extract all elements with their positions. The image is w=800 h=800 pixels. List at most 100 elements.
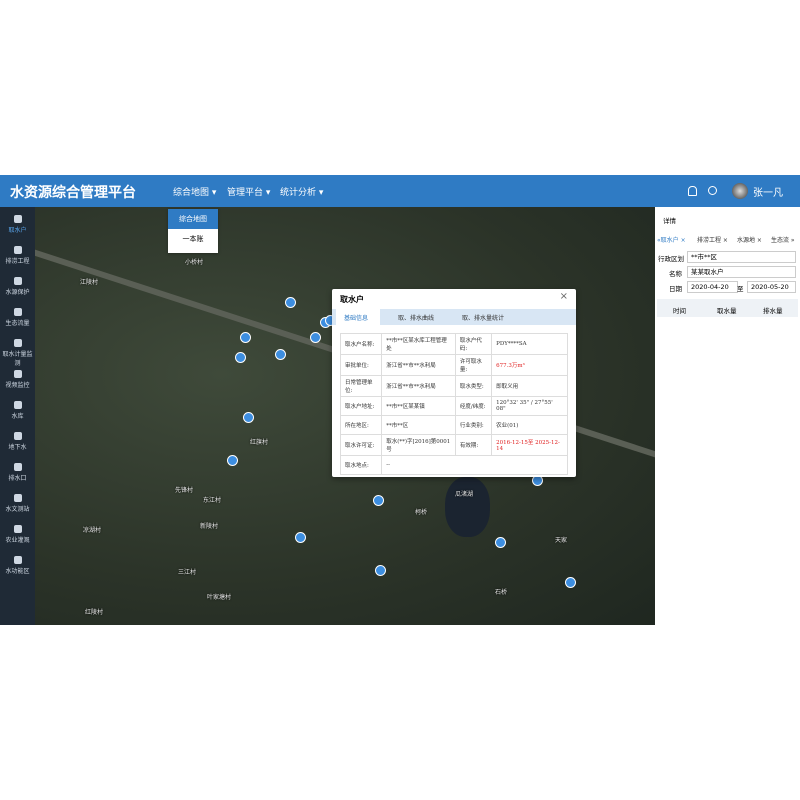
sidebar-label[interactable]: 排涝工程 [5, 258, 30, 265]
sidebar-icon[interactable] [13, 432, 22, 440]
settings-icon[interactable] [708, 186, 717, 195]
cell-label: 审批单位: [339, 354, 383, 376]
sidebar-item[interactable]: 地下水 [0, 432, 35, 451]
sidebar-icon[interactable] [13, 401, 22, 409]
sidebar-item[interactable]: 排水口 [0, 463, 35, 482]
map-marker[interactable] [285, 297, 296, 308]
map-marker[interactable] [235, 352, 246, 363]
field-label: 名称 [669, 270, 682, 278]
bell-icon[interactable] [688, 186, 697, 196]
tab-label[interactable]: 生态流 » [771, 237, 795, 244]
sidebar-icon[interactable] [13, 277, 22, 285]
sidebar-icon[interactable] [13, 246, 22, 254]
app: 水资源综合管理平台 综合地图 ▾ 管理平台 ▾ 统计分析 ▾ 张一凡 取水户 排涝… [0, 175, 800, 625]
sidebar-icon[interactable] [13, 215, 22, 223]
sidebar-icon[interactable] [13, 556, 22, 564]
sidebar-icon[interactable] [13, 525, 22, 533]
tab-label[interactable]: 排涝工程 [697, 237, 722, 244]
avatar[interactable] [732, 183, 748, 199]
sidebar-item[interactable]: 农业灌溉 [0, 525, 35, 544]
sidebar-item[interactable]: 取水户 [0, 215, 35, 234]
sidebar-item[interactable]: 生态流量 [0, 308, 35, 327]
field-label: 日期 [669, 285, 682, 293]
panel-tab[interactable]: «取水户 × [657, 237, 686, 244]
sidebar-label[interactable]: 地下水 [8, 444, 27, 451]
sidebar-item[interactable]: 水库 [0, 401, 35, 420]
dropdown-item[interactable]: 一本账 [182, 235, 204, 243]
cell-value: **市**区 [381, 415, 456, 435]
table-row: 取水户地址: **市**区某某镇 经度/纬度: 120°32' 35" / 27°55… [339, 396, 568, 416]
menu-item[interactable]: 管理平台 ▾ [227, 188, 271, 198]
sidebar-label[interactable]: 取水户 [8, 227, 27, 234]
sidebar-item[interactable]: 视频监控 [0, 370, 35, 389]
map-marker[interactable] [240, 332, 251, 343]
panel-tab[interactable]: 水源地 × [737, 237, 762, 244]
map-marker[interactable] [373, 495, 384, 506]
popup-title: 取水户 [340, 295, 364, 304]
sidebar-item[interactable]: 水源保护 [0, 277, 35, 296]
name-select[interactable]: 某某取水户 [687, 266, 796, 278]
map-marker[interactable] [275, 349, 286, 360]
tab[interactable]: 取、排水量统计 [462, 315, 505, 322]
panel-tab[interactable]: 生态流 » [771, 235, 795, 244]
sidebar-label[interactable]: 农业灌溉 [5, 537, 30, 544]
sidebar-label[interactable]: 取水计量监测 [2, 351, 33, 367]
dropdown-item[interactable]: 综合地图 [168, 209, 218, 229]
cell-label: 取水地点: [339, 455, 383, 475]
sidebar-label[interactable]: 水库 [11, 413, 24, 420]
cell-value: 即取义用 [491, 375, 568, 397]
sidebar-icon[interactable] [13, 370, 22, 378]
menu-label[interactable]: 管理平台 [227, 188, 264, 198]
sidebar-icon[interactable] [13, 494, 22, 502]
cell-value: 农业(01) [491, 415, 568, 435]
map-marker[interactable] [310, 332, 321, 343]
map-marker[interactable] [375, 565, 386, 576]
sidebar-item[interactable]: 取水计量监测 [0, 339, 35, 367]
sidebar-label[interactable]: 水文测站 [5, 506, 30, 513]
tab[interactable]: 基础信息 [344, 315, 369, 322]
table-row: 取水许可证: 取水(**)字[2016]第0001号 有效期: 2016-12-15至… [339, 434, 568, 456]
user-name[interactable]: 张一凡 [753, 188, 783, 199]
map-label: 江陵村 [80, 279, 99, 286]
map-marker[interactable] [295, 532, 306, 543]
table-header: 排水量 [763, 307, 783, 315]
tab-label[interactable]: «取水户 [657, 237, 679, 244]
sidebar-label[interactable]: 生态流量 [5, 320, 30, 327]
menu-item[interactable]: 统计分析 ▾ [280, 188, 324, 198]
sidebar-item[interactable]: 水功能区 [0, 556, 35, 575]
map-marker[interactable] [243, 412, 254, 423]
date-end[interactable]: 2020-05-20 [747, 281, 796, 293]
sidebar-label[interactable]: 排水口 [8, 475, 27, 482]
sidebar-label[interactable]: 水功能区 [5, 568, 30, 575]
map: 取水户 × 基础信息 取、排水曲线 取、排水量统计 取水户名称: **市**区某水… [35, 207, 655, 625]
close-button[interactable]: × [559, 291, 568, 302]
sidebar-icon[interactable] [13, 463, 22, 471]
panel-tab[interactable]: 排涝工程 × [697, 237, 728, 244]
sidebar-item[interactable]: 水文测站 [0, 494, 35, 513]
table-row: 审批单位: 浙江省**市**水利局 许可取水量: 677.3万m³ [339, 354, 568, 376]
sidebar-icon[interactable] [13, 308, 22, 316]
sidebar-icon[interactable] [13, 339, 22, 347]
menu-label[interactable]: 统计分析 [280, 188, 317, 198]
menu-item[interactable]: 综合地图 ▾ [173, 188, 217, 198]
date-start[interactable]: 2020-04-20 [687, 281, 738, 293]
map-marker[interactable] [227, 455, 238, 466]
map-marker[interactable] [565, 577, 576, 588]
cell-value: PDY****SA [491, 333, 568, 355]
lake [445, 477, 490, 537]
region-select[interactable]: **市**区 [687, 251, 796, 263]
tab[interactable]: 取、排水曲线 [398, 315, 435, 322]
map-label: 红陵村 [85, 609, 104, 616]
dropdown: 综合地图 一本账 [168, 209, 218, 253]
map-label: 凉湖村 [83, 527, 102, 534]
map-label: 天家 [555, 537, 568, 544]
sidebar: 取水户排涝工程水源保护生态流量取水计量监测视频监控水库地下水排水口水文测站农业灌… [0, 207, 35, 625]
map-marker[interactable] [495, 537, 506, 548]
sidebar-label[interactable]: 视频监控 [5, 382, 30, 389]
sidebar-label[interactable]: 水源保护 [5, 289, 30, 296]
tab-label[interactable]: 水源地 [737, 237, 756, 244]
table-header-bg [657, 299, 798, 317]
map-label: 先锋村 [175, 487, 194, 494]
sidebar-item[interactable]: 排涝工程 [0, 246, 35, 265]
menu-label[interactable]: 综合地图 [173, 188, 210, 198]
